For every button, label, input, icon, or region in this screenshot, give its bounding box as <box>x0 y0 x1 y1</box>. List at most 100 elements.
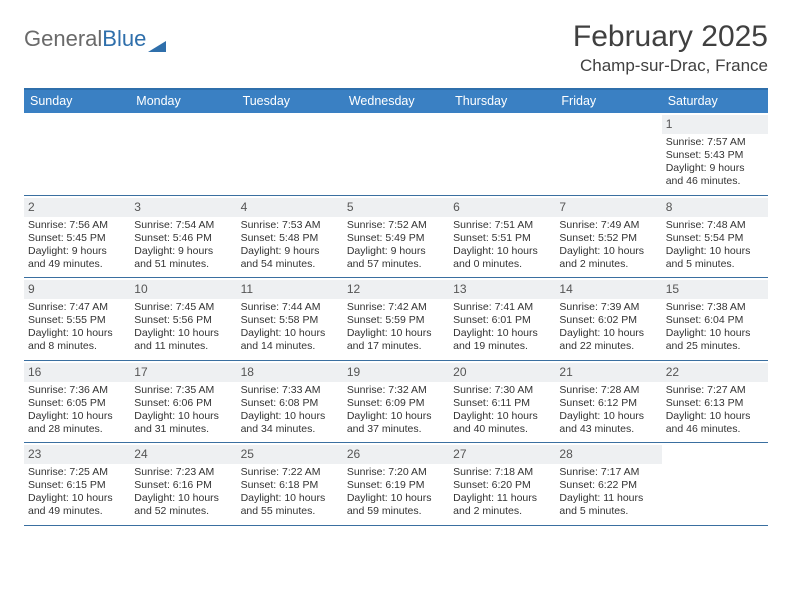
day-number: 16 <box>24 363 130 382</box>
day-cell <box>662 443 768 525</box>
daylight-line: Daylight: 10 hours and 43 minutes. <box>559 410 657 436</box>
day-number: 3 <box>130 198 236 217</box>
sunset-line: Sunset: 6:05 PM <box>28 397 126 410</box>
day-number: 20 <box>449 363 555 382</box>
sunrise-line: Sunrise: 7:23 AM <box>134 466 232 479</box>
day-cell <box>237 113 343 195</box>
dow-cell: Wednesday <box>343 90 449 113</box>
dow-cell: Saturday <box>662 90 768 113</box>
month-title: February 2025 <box>573 20 768 54</box>
day-cell <box>449 113 555 195</box>
sunrise-line: Sunrise: 7:39 AM <box>559 301 657 314</box>
sunset-line: Sunset: 5:51 PM <box>453 232 551 245</box>
daylight-line: Daylight: 10 hours and 28 minutes. <box>28 410 126 436</box>
day-number <box>662 445 768 464</box>
sunset-line: Sunset: 6:13 PM <box>666 397 764 410</box>
week-row: 9Sunrise: 7:47 AMSunset: 5:55 PMDaylight… <box>24 278 768 361</box>
sunrise-line: Sunrise: 7:30 AM <box>453 384 551 397</box>
daylight-line: Daylight: 10 hours and 2 minutes. <box>559 245 657 271</box>
day-cell: 25Sunrise: 7:22 AMSunset: 6:18 PMDayligh… <box>237 443 343 525</box>
daylight-line: Daylight: 10 hours and 11 minutes. <box>134 327 232 353</box>
daylight-line: Daylight: 9 hours and 46 minutes. <box>666 162 764 188</box>
daylight-line: Daylight: 10 hours and 14 minutes. <box>241 327 339 353</box>
sunset-line: Sunset: 5:43 PM <box>666 149 764 162</box>
daylight-line: Daylight: 10 hours and 8 minutes. <box>28 327 126 353</box>
sunset-line: Sunset: 6:19 PM <box>347 479 445 492</box>
day-cell: 5Sunrise: 7:52 AMSunset: 5:49 PMDaylight… <box>343 196 449 278</box>
day-cell: 28Sunrise: 7:17 AMSunset: 6:22 PMDayligh… <box>555 443 661 525</box>
day-number: 13 <box>449 280 555 299</box>
day-number: 17 <box>130 363 236 382</box>
daylight-line: Daylight: 9 hours and 57 minutes. <box>347 245 445 271</box>
daylight-line: Daylight: 10 hours and 46 minutes. <box>666 410 764 436</box>
sunset-line: Sunset: 6:08 PM <box>241 397 339 410</box>
daylight-line: Daylight: 10 hours and 55 minutes. <box>241 492 339 518</box>
header: GeneralBlue February 2025 Champ-sur-Drac… <box>24 20 768 76</box>
daylight-line: Daylight: 9 hours and 51 minutes. <box>134 245 232 271</box>
week-row: 23Sunrise: 7:25 AMSunset: 6:15 PMDayligh… <box>24 443 768 526</box>
day-cell: 23Sunrise: 7:25 AMSunset: 6:15 PMDayligh… <box>24 443 130 525</box>
brand-logo: GeneralBlue <box>24 26 166 52</box>
day-cell: 3Sunrise: 7:54 AMSunset: 5:46 PMDaylight… <box>130 196 236 278</box>
day-number: 10 <box>130 280 236 299</box>
day-number: 1 <box>662 115 768 134</box>
sunset-line: Sunset: 6:04 PM <box>666 314 764 327</box>
day-cell: 10Sunrise: 7:45 AMSunset: 5:56 PMDayligh… <box>130 278 236 360</box>
dow-cell: Friday <box>555 90 661 113</box>
week-row: 2Sunrise: 7:56 AMSunset: 5:45 PMDaylight… <box>24 196 768 279</box>
sunrise-line: Sunrise: 7:28 AM <box>559 384 657 397</box>
daylight-line: Daylight: 10 hours and 49 minutes. <box>28 492 126 518</box>
day-number: 28 <box>555 445 661 464</box>
day-number: 26 <box>343 445 449 464</box>
sunset-line: Sunset: 5:58 PM <box>241 314 339 327</box>
week-row: 16Sunrise: 7:36 AMSunset: 6:05 PMDayligh… <box>24 361 768 444</box>
brand-part2: Blue <box>102 26 146 52</box>
day-cell: 19Sunrise: 7:32 AMSunset: 6:09 PMDayligh… <box>343 361 449 443</box>
dow-cell: Tuesday <box>237 90 343 113</box>
day-number: 11 <box>237 280 343 299</box>
sunset-line: Sunset: 5:52 PM <box>559 232 657 245</box>
sunset-line: Sunset: 6:02 PM <box>559 314 657 327</box>
day-cell: 11Sunrise: 7:44 AMSunset: 5:58 PMDayligh… <box>237 278 343 360</box>
daylight-line: Daylight: 10 hours and 22 minutes. <box>559 327 657 353</box>
sunset-line: Sunset: 6:15 PM <box>28 479 126 492</box>
day-cell: 14 Sunrise: 7:39 AMSunset: 6:02 PMDayligh… <box>555 278 661 360</box>
daylight-line: Daylight: 10 hours and 19 minutes. <box>453 327 551 353</box>
sunrise-line: Sunrise: 7:20 AM <box>347 466 445 479</box>
brand-part1: General <box>24 26 102 52</box>
day-cell: 2Sunrise: 7:56 AMSunset: 5:45 PMDaylight… <box>24 196 130 278</box>
day-number: 14 <box>555 280 661 299</box>
day-cell: 18Sunrise: 7:33 AMSunset: 6:08 PMDayligh… <box>237 361 343 443</box>
sunset-line: Sunset: 6:09 PM <box>347 397 445 410</box>
day-cell: 15Sunrise: 7:38 AMSunset: 6:04 PMDayligh… <box>662 278 768 360</box>
daylight-line: Daylight: 10 hours and 52 minutes. <box>134 492 232 518</box>
day-number <box>130 115 236 134</box>
sunset-line: Sunset: 6:12 PM <box>559 397 657 410</box>
sunset-line: Sunset: 5:54 PM <box>666 232 764 245</box>
dow-cell: Sunday <box>24 90 130 113</box>
sunrise-line: Sunrise: 7:52 AM <box>347 219 445 232</box>
day-number: 19 <box>343 363 449 382</box>
day-cell: 6Sunrise: 7:51 AMSunset: 5:51 PMDaylight… <box>449 196 555 278</box>
sunrise-line: Sunrise: 7:49 AM <box>559 219 657 232</box>
sunrise-line: Sunrise: 7:42 AM <box>347 301 445 314</box>
daylight-line: Daylight: 10 hours and 59 minutes. <box>347 492 445 518</box>
sunset-line: Sunset: 6:20 PM <box>453 479 551 492</box>
day-number: 6 <box>449 198 555 217</box>
day-number <box>449 115 555 134</box>
sunset-line: Sunset: 6:11 PM <box>453 397 551 410</box>
sunrise-line: Sunrise: 7:36 AM <box>28 384 126 397</box>
sunrise-line: Sunrise: 7:45 AM <box>134 301 232 314</box>
day-cell: 13Sunrise: 7:41 AMSunset: 6:01 PMDayligh… <box>449 278 555 360</box>
sunrise-line: Sunrise: 7:22 AM <box>241 466 339 479</box>
day-number: 2 <box>24 198 130 217</box>
sunrise-line: Sunrise: 7:35 AM <box>134 384 232 397</box>
sunrise-line: Sunrise: 7:51 AM <box>453 219 551 232</box>
sunset-line: Sunset: 5:55 PM <box>28 314 126 327</box>
daylight-line: Daylight: 9 hours and 54 minutes. <box>241 245 339 271</box>
daylight-line: Daylight: 11 hours and 5 minutes. <box>559 492 657 518</box>
sunset-line: Sunset: 5:46 PM <box>134 232 232 245</box>
day-number: 24 <box>130 445 236 464</box>
day-number: 21 <box>555 363 661 382</box>
sunrise-line: Sunrise: 7:57 AM <box>666 136 764 149</box>
